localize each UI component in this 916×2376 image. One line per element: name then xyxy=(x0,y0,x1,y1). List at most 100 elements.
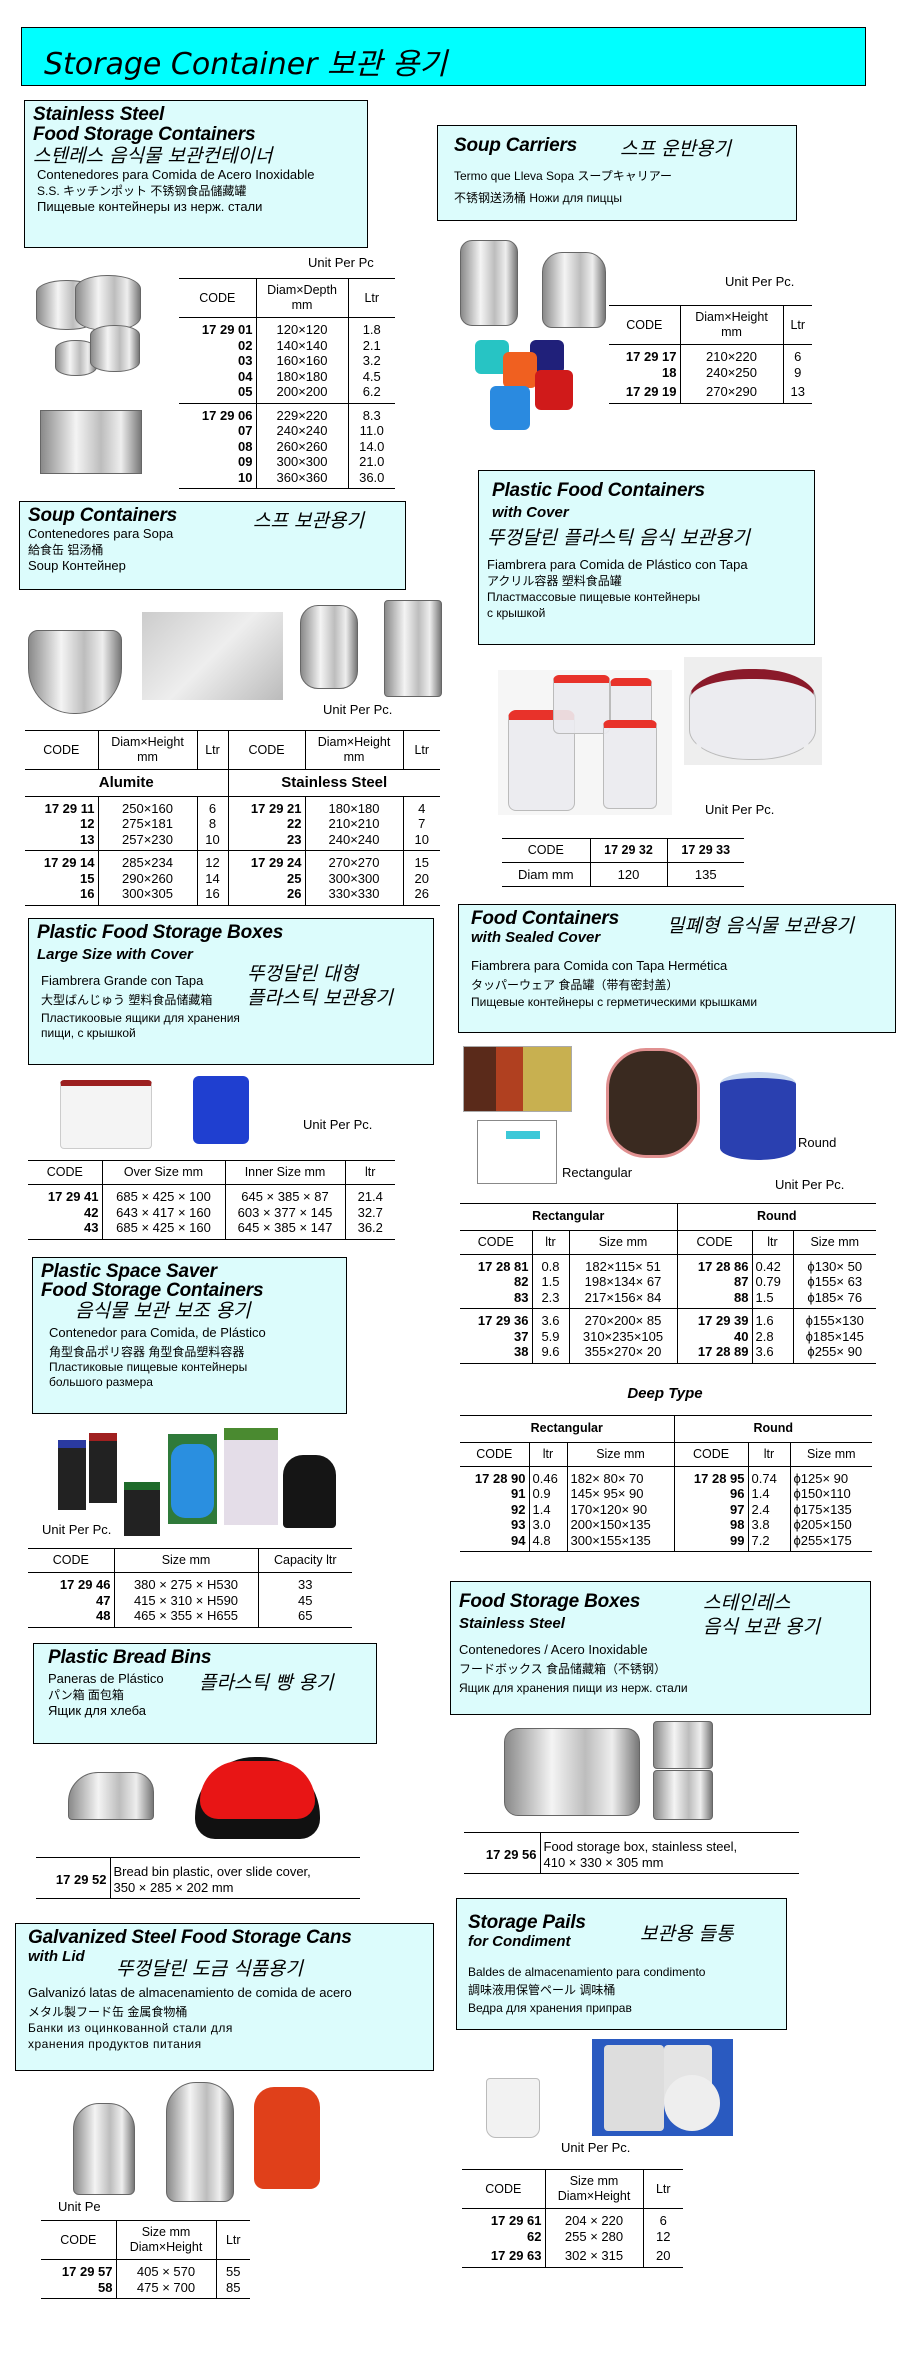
table-row: 17 29 52 Bread bin plastic, over slide co… xyxy=(36,1857,360,1899)
value-cell: 170×120× 90 xyxy=(566,1501,674,1517)
value-cell: 270×200× 85 xyxy=(568,1308,677,1329)
food-storage-boxes-table: 17 29 56 Food storage box, stainless stee… xyxy=(464,1832,799,1874)
rectangular-steel-container-image xyxy=(40,410,142,474)
table-header-row: CODE ltr Size mm CODE ltr Size mm xyxy=(460,1230,876,1255)
steel-storage-box-image xyxy=(504,1728,640,1816)
table-header-cell: Diam×Height mm xyxy=(97,730,197,770)
code-cell: 13 xyxy=(25,831,98,851)
section-subtitle: Food Storage Containers xyxy=(41,1280,264,1301)
value-cell: 2.1 xyxy=(347,337,395,353)
value-cell: 300×300 xyxy=(255,454,348,470)
code-cell: 62 xyxy=(527,2228,542,2244)
table-subheader: Stainless Steel xyxy=(227,769,440,797)
table-header-row: CODE Size mm Capacity ltr xyxy=(28,1548,352,1573)
table-row: 17 29 01 120×120 1.8 xyxy=(179,317,395,338)
table-row: 17 29 63 302 × 315 20 xyxy=(462,2244,683,2268)
green-lid-bin-image xyxy=(124,1482,160,1536)
table-header-row: CODE Size mm Diam×Height Ltr xyxy=(462,2169,683,2209)
section-title-russian: Пищевые контейнеры из нерж. стали xyxy=(37,199,263,214)
value-cell: 12 xyxy=(642,2228,683,2244)
rectangular-label: Rectangular xyxy=(562,1165,633,1180)
section-title-russian: Банки из оцинкованной стали для хранения… xyxy=(28,2021,233,2051)
round-label: Round xyxy=(798,1135,837,1150)
value-cell: 643 × 417 × 160 xyxy=(101,1204,225,1220)
table-row: 47 415 × 310 × H590 45 xyxy=(28,1592,352,1608)
blue-mug-image xyxy=(490,386,530,430)
section-title-japanese-chinese: パン箱 面包箱 xyxy=(48,1688,124,1702)
value-cell: 160×160 xyxy=(255,353,348,369)
value-cell: 3.8 xyxy=(747,1517,790,1533)
table-header-cell: ltr xyxy=(531,1230,569,1255)
table-group-header: Round xyxy=(676,1203,876,1231)
value-cell: 240×240 xyxy=(255,423,348,439)
value-cell: 310×235×105 xyxy=(568,1328,677,1344)
red-lid-bin-image xyxy=(89,1433,117,1503)
table-header-cell: ltr xyxy=(747,1442,790,1467)
square-soup-carrier-image xyxy=(384,600,442,697)
table-row: 02 140×140 2.1 xyxy=(179,337,395,353)
value-cell: 4 xyxy=(402,796,440,816)
table-header-cell: Size mm xyxy=(113,1548,258,1573)
value-cell: 120×120 xyxy=(255,317,348,338)
section-header-sealed-food-containers: Food Containers with Sealed Cover 밀폐형 음식… xyxy=(458,904,896,1033)
value-cell: 182× 80× 70 xyxy=(566,1466,674,1486)
value-cell: 5.9 xyxy=(531,1328,569,1344)
value-cell: 275×181 xyxy=(97,816,197,832)
value-cell: 14.0 xyxy=(347,438,395,454)
section-title-spanish: Fiambrera Grande con Tapa xyxy=(41,973,204,988)
section-title: Plastic Bread Bins xyxy=(48,1647,212,1668)
table-row: 82 1.5 198×134× 67 87 0.79 ϕ155× 63 xyxy=(460,1274,876,1290)
code-cell: 05 xyxy=(179,384,256,404)
unit-label: Unit Per Pc. xyxy=(323,702,393,717)
soup-containers-table: CODE Diam×Height mm Ltr CODE Diam×Height mm L… xyxy=(25,730,440,906)
table-row: 07 240×240 11.0 xyxy=(179,423,395,439)
pails-photo xyxy=(592,2039,733,2136)
value-cell: 6 xyxy=(196,796,228,816)
value-cell: 36.0 xyxy=(347,469,395,489)
round-steel-container-image xyxy=(75,275,141,331)
value-cell: 4.8 xyxy=(528,1532,567,1552)
code-cell: 93 xyxy=(511,1517,526,1532)
section-header-galvanized-cans: Galvanized Steel Food Storage Cans with … xyxy=(15,1923,434,2071)
section-header-storage-pails: Storage Pails for Condiment 보관용 들통 Balde… xyxy=(456,1898,787,2030)
code-cell: 09 xyxy=(238,454,253,469)
table-header-cell: CODE xyxy=(28,1160,102,1185)
steel-bread-bin-image xyxy=(68,1772,154,1820)
value-cell: 415 × 310 × H590 xyxy=(113,1592,258,1608)
section-title-japanese-chinese: タッパーウェア 食品罐（带有密封盖） xyxy=(471,978,679,992)
section-title-korean: 스프 운반용기 xyxy=(620,138,731,160)
section-title-korean: 음식 보관 용기 xyxy=(703,1616,820,1638)
code-cell: 48 xyxy=(28,1608,114,1628)
steel-soup-carrier-image xyxy=(460,240,518,326)
section-title-russian: Ящик для хранения пищи из нерж. стали xyxy=(459,1681,688,1695)
code-cell: 17 29 06 xyxy=(201,407,253,423)
value-cell: 180×180 xyxy=(304,796,403,816)
table-header-cell: Inner Size mm xyxy=(224,1160,345,1185)
table-header-cell: CODE xyxy=(28,1548,114,1573)
value-cell: 140×140 xyxy=(255,337,348,353)
table-header-cell: CODE xyxy=(460,1230,532,1255)
value-cell: 685 × 425 × 100 xyxy=(101,1184,225,1205)
table-header-cell: 17 29 32 xyxy=(589,838,667,863)
table-row: 17 29 14 285×234 12 17 29 24 270×270 15 xyxy=(25,850,440,871)
section-title-spanish: Galvanizó latas de almacenamiento de com… xyxy=(28,1985,352,2000)
code-cell: 17 29 56 xyxy=(464,1832,540,1874)
code-cell: 17 29 14 xyxy=(43,855,95,870)
section-title-japanese-chinese: 給食缶 铝汤桶 xyxy=(28,543,104,557)
table-header-cell: CODE xyxy=(227,730,305,770)
round-steel-container-image xyxy=(90,325,140,372)
table-header-cell: Size mm xyxy=(792,1230,876,1255)
code-cell: 37 xyxy=(514,1328,529,1344)
table-row: 42 643 × 417 × 160 603 × 377 × 145 32.7 xyxy=(28,1204,395,1220)
table-header-cell: Ltr xyxy=(782,305,812,345)
value-cell: 1.4 xyxy=(747,1486,790,1502)
code-cell: 08 xyxy=(238,438,253,454)
section-title-korean: 스테인레스 xyxy=(703,1592,791,1614)
code-cell: 26 xyxy=(227,886,305,906)
blue-barrel-photo xyxy=(168,1434,217,1524)
table-row: 15 290×260 14 25 300×300 20 xyxy=(25,870,440,886)
table-header-row: CODE Diam×Depth mm Ltr xyxy=(179,278,395,318)
milk-can-carrier-image xyxy=(542,252,606,328)
value-cell: 200×150×135 xyxy=(566,1517,674,1533)
value-cell: 15 xyxy=(402,850,440,871)
